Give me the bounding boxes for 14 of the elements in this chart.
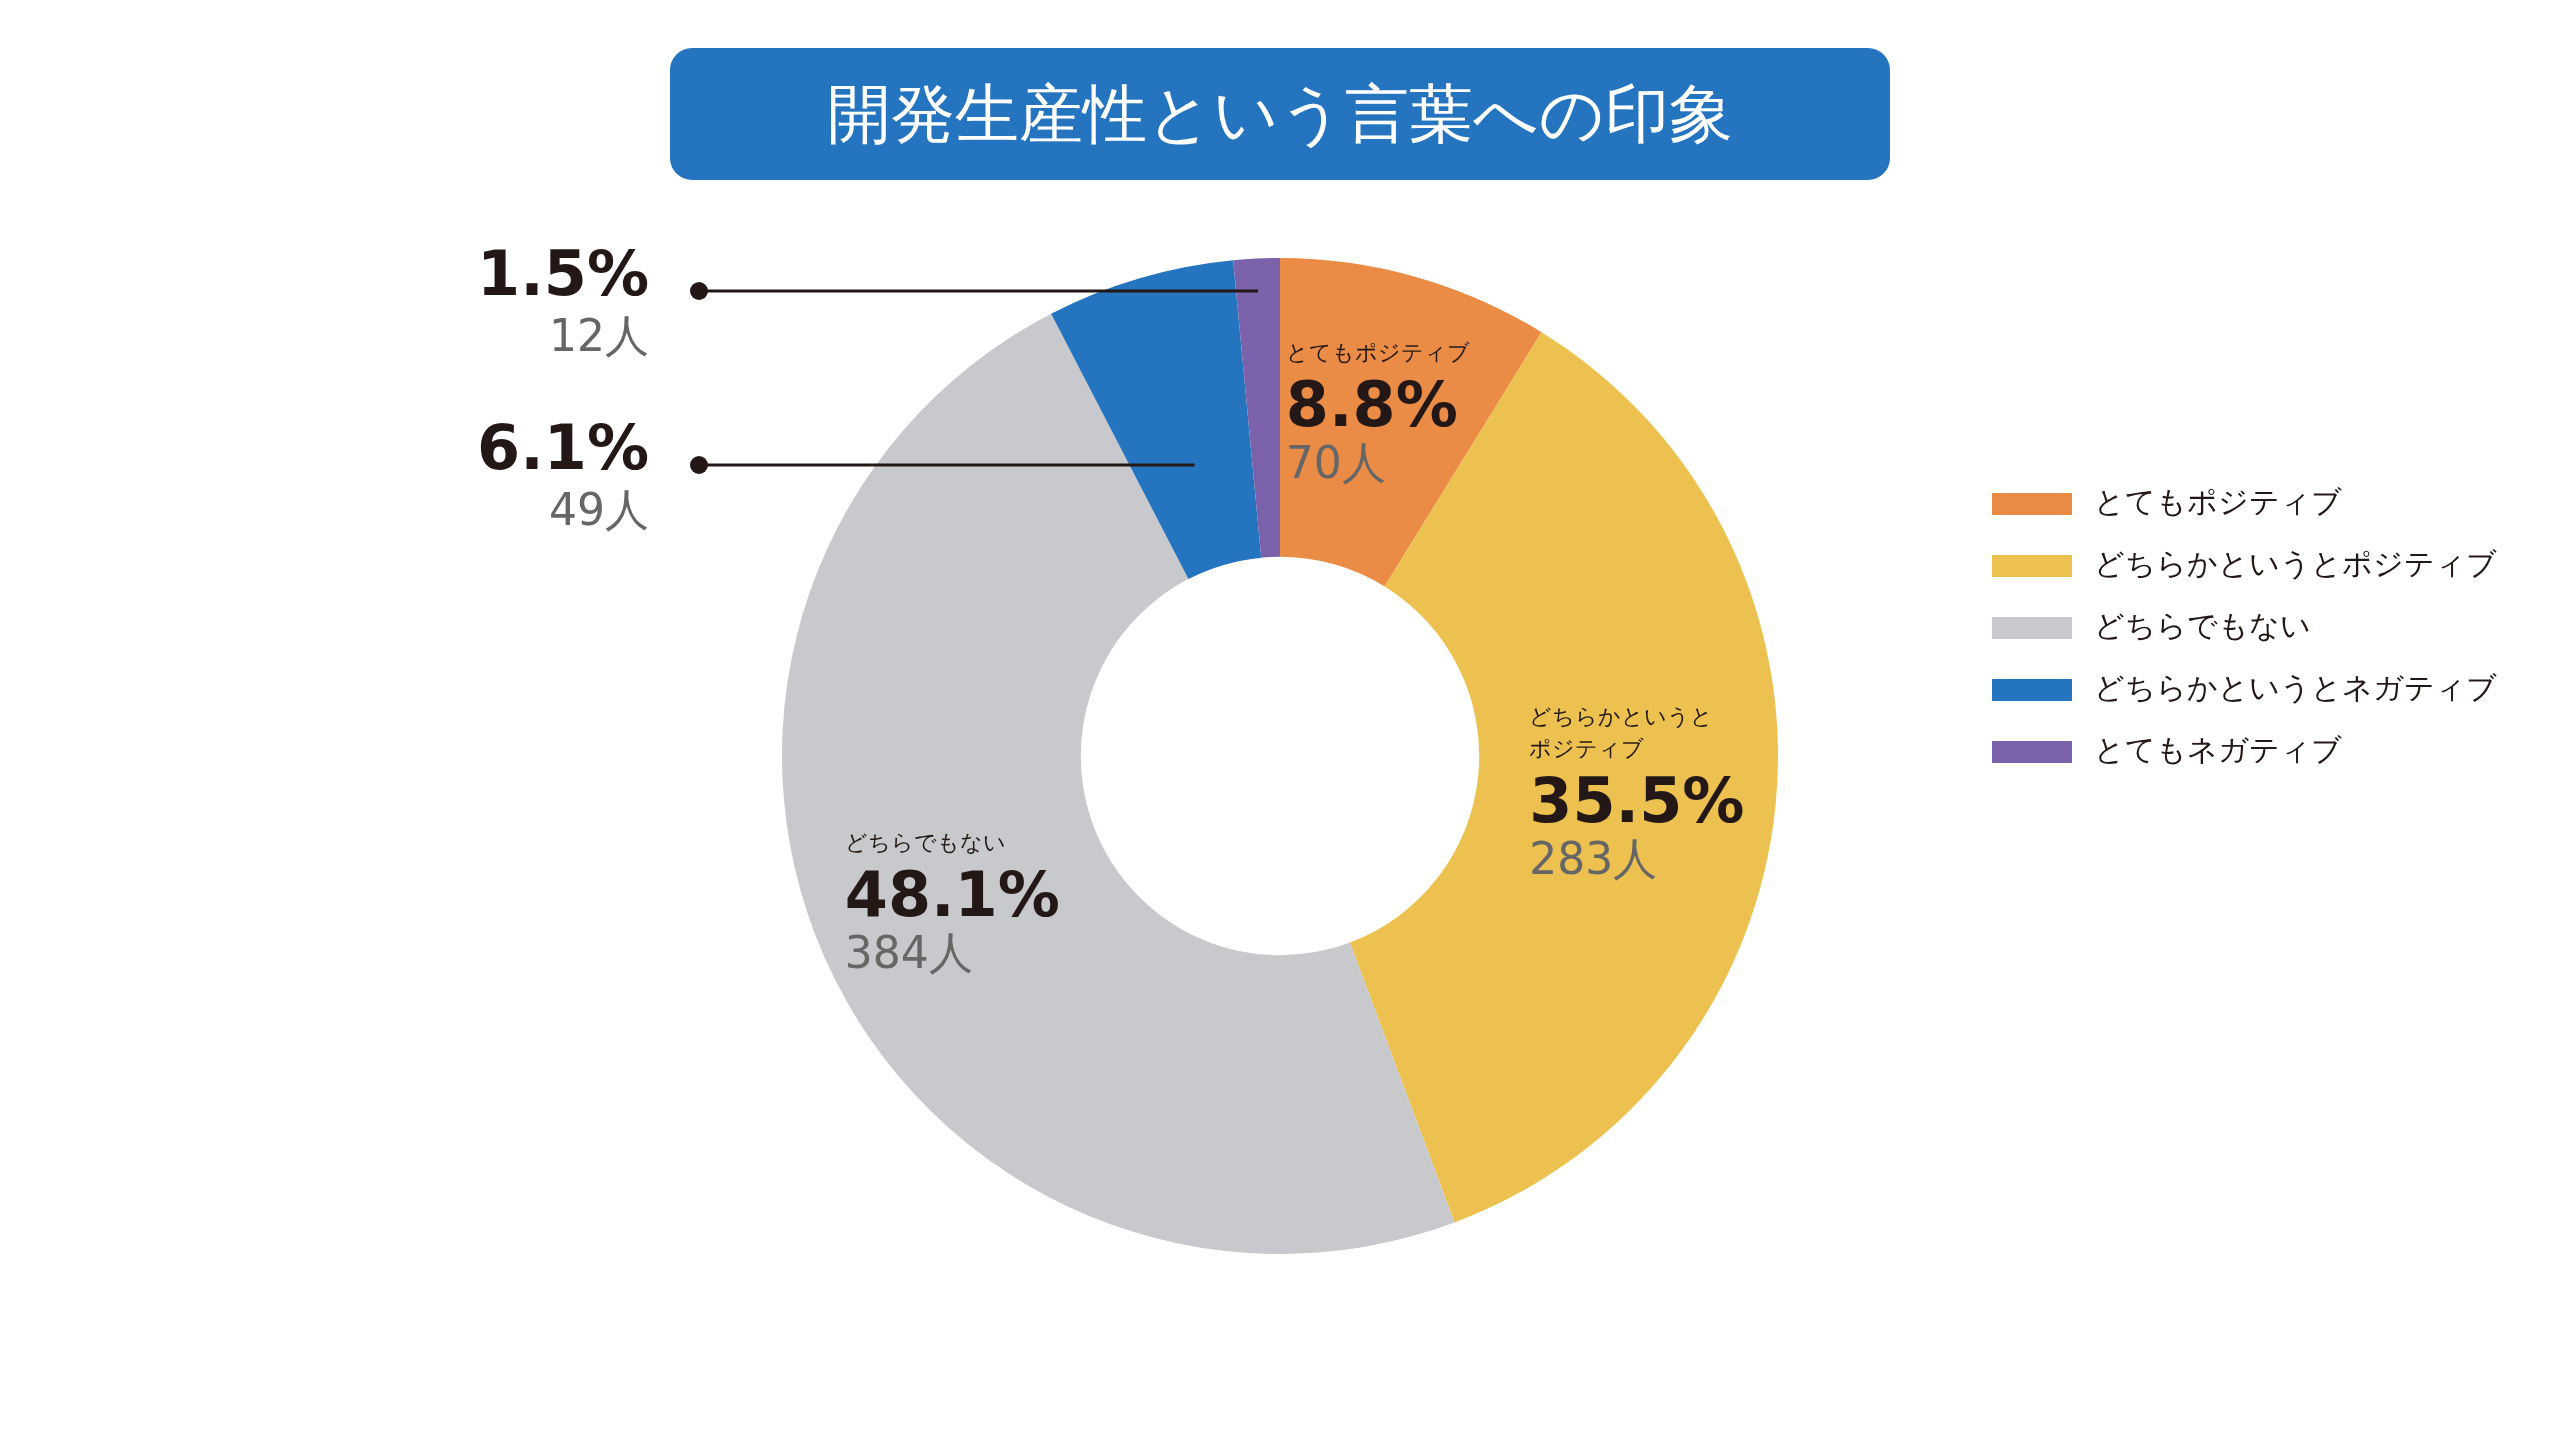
- legend-label: とてもポジティブ: [2094, 483, 2342, 519]
- legend-label: どちらかというとネガティブ: [2094, 669, 2497, 705]
- slice-label: どちらかというとポジティブ: [1529, 703, 1714, 761]
- data-label: 48.1% 384人: [844, 858, 1060, 979]
- slice-label: とてもポジティブ: [1285, 340, 1470, 366]
- legend-label: どちらでもない: [2094, 607, 2311, 643]
- slice-label: どちらでもない: [844, 830, 1006, 856]
- data-label: 8.8% 70人: [1285, 368, 1458, 489]
- legend-label: どちらかというとポジティブ: [2094, 545, 2497, 581]
- data-label: 35.5% 283人: [1529, 763, 1745, 884]
- legend-label: とてもネガティブ: [2094, 731, 2342, 767]
- data-label: 6.1% 49人: [477, 411, 649, 535]
- chart-title: 開発生産性という言葉への印象: [670, 48, 1890, 180]
- data-label: 1.5% 12人: [477, 237, 649, 361]
